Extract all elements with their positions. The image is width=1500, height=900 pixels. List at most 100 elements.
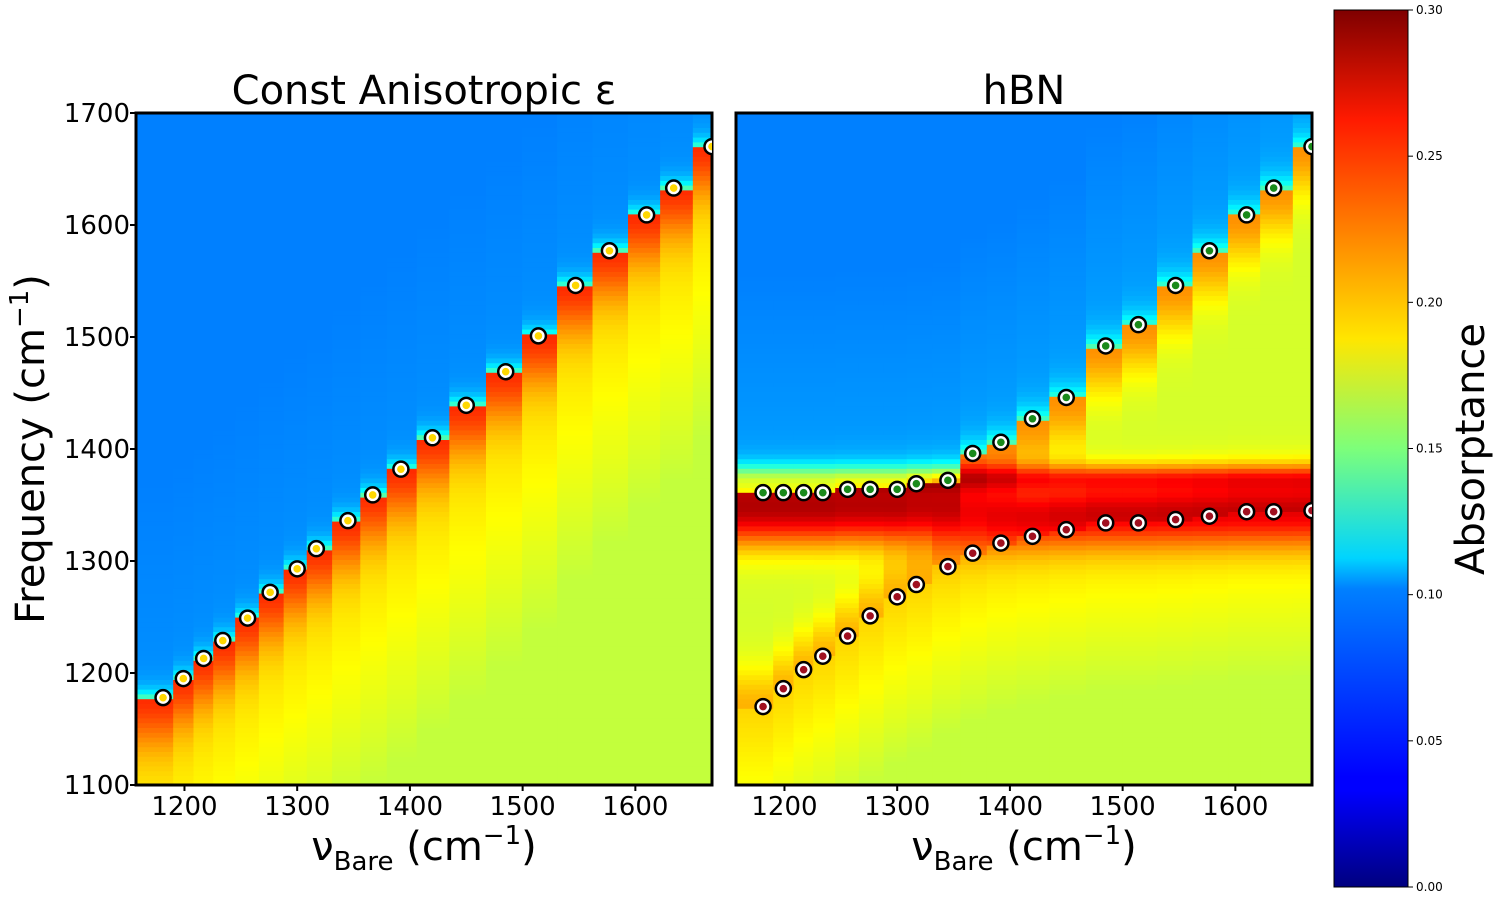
heatmap-cell — [258, 309, 285, 316]
heatmap-cell — [793, 175, 814, 181]
heatmap-cell — [1122, 751, 1158, 757]
heatmap-cell — [1157, 698, 1194, 704]
heatmap-cell — [692, 506, 712, 512]
heatmap-cell — [557, 381, 594, 388]
heatmap-cell — [522, 525, 558, 532]
heatmap-cell — [173, 492, 195, 498]
heatmap-cell — [173, 189, 195, 196]
heatmap-cell — [960, 617, 988, 623]
heatmap-cell — [692, 305, 712, 311]
heatmap-cell — [306, 151, 333, 157]
heatmap-cell — [628, 713, 661, 719]
heatmap-cell — [793, 362, 814, 368]
heatmap-cell — [960, 641, 988, 647]
heatmap-cell — [136, 463, 174, 469]
heatmap-cell — [557, 348, 594, 354]
heatmap-cell — [692, 521, 712, 527]
heatmap-cell — [386, 146, 418, 152]
heatmap-cell — [883, 204, 908, 210]
heatmap-cell — [1086, 641, 1123, 647]
heatmap-cell — [213, 353, 236, 359]
heatmap-cell — [628, 732, 661, 738]
heatmap-cell — [660, 425, 694, 431]
heatmap-cell — [835, 189, 860, 196]
heatmap-cell — [660, 209, 694, 215]
heatmap-cell — [283, 228, 308, 234]
heatmap-cell — [1122, 146, 1158, 152]
heatmap-cell — [360, 473, 388, 479]
heatmap-cell — [960, 621, 988, 628]
heatmap-cell — [1122, 626, 1158, 632]
heatmap-cell — [213, 602, 236, 608]
heatmap-cell — [628, 300, 661, 306]
heatmap-cell — [557, 463, 594, 469]
heatmap-cell — [736, 266, 774, 272]
heatmap-cell — [906, 530, 933, 536]
heatmap-cell — [773, 425, 795, 431]
heatmap-cell — [306, 492, 333, 498]
heatmap-cell — [235, 554, 260, 560]
heatmap-cell — [1122, 477, 1158, 484]
heatmap-cell — [813, 597, 836, 604]
heatmap-cell — [486, 473, 523, 479]
heatmap-cell — [360, 285, 388, 292]
heatmap-cell — [557, 458, 594, 464]
heatmap-cell — [449, 285, 487, 292]
heatmap-cell — [332, 218, 361, 224]
heatmap-cell — [258, 741, 285, 748]
heatmap-cell — [332, 602, 361, 608]
heatmap-cell — [213, 516, 236, 522]
heatmap-cell — [416, 573, 450, 580]
heatmap-cell — [1016, 357, 1050, 364]
heatmap-cell — [258, 161, 285, 167]
heatmap-cell — [449, 506, 487, 512]
heatmap-cell — [628, 612, 661, 618]
heatmap-cell — [386, 132, 418, 138]
heatmap-cell — [449, 247, 487, 253]
heatmap-cell — [283, 401, 308, 407]
heatmap-cell — [213, 593, 236, 599]
heatmap-cell — [960, 650, 988, 656]
heatmap-cell — [592, 127, 629, 133]
heatmap-cell — [906, 309, 933, 316]
heatmap-cell — [213, 405, 236, 412]
heatmap-cell — [736, 746, 774, 752]
heatmap-cell — [773, 156, 795, 162]
heatmap-cell — [628, 189, 661, 196]
heatmap-cell — [306, 333, 333, 340]
heatmap-cell — [858, 650, 885, 656]
heatmap-cell — [736, 333, 774, 340]
heatmap-cell — [193, 612, 214, 618]
heatmap-cell — [858, 645, 885, 652]
heatmap-cell — [692, 588, 712, 594]
heatmap-cell — [628, 708, 661, 714]
heatmap-cell — [258, 689, 285, 695]
heatmap-cell — [258, 607, 285, 613]
heatmap-cell — [1122, 353, 1158, 359]
heatmap-cell — [692, 458, 712, 464]
heatmap-cell — [906, 185, 933, 191]
heatmap-cell — [592, 290, 629, 296]
heatmap-cell — [213, 751, 236, 757]
heatmap-cell — [906, 674, 933, 680]
heatmap-cell — [883, 530, 908, 536]
heatmap-cell — [486, 156, 523, 162]
heatmap-cell — [416, 765, 450, 772]
heatmap-cell — [416, 386, 450, 392]
heatmap-cell — [932, 722, 961, 728]
heatmap-cell — [283, 137, 308, 143]
heatmap-cell — [522, 621, 558, 628]
heatmap-cell — [835, 583, 860, 589]
heatmap-cell — [793, 329, 814, 335]
heatmap-cell — [960, 343, 988, 349]
heatmap-cell — [173, 333, 195, 340]
heatmap-cell — [692, 209, 712, 215]
heatmap-cell — [193, 161, 214, 167]
heatmap-cell — [522, 300, 558, 306]
heatmap-cell — [386, 698, 418, 704]
heatmap-cell — [628, 357, 661, 364]
heatmap-cell — [173, 170, 195, 176]
heatmap-cell — [360, 588, 388, 594]
heatmap-cell — [883, 713, 908, 719]
heatmap-cell — [486, 487, 523, 493]
